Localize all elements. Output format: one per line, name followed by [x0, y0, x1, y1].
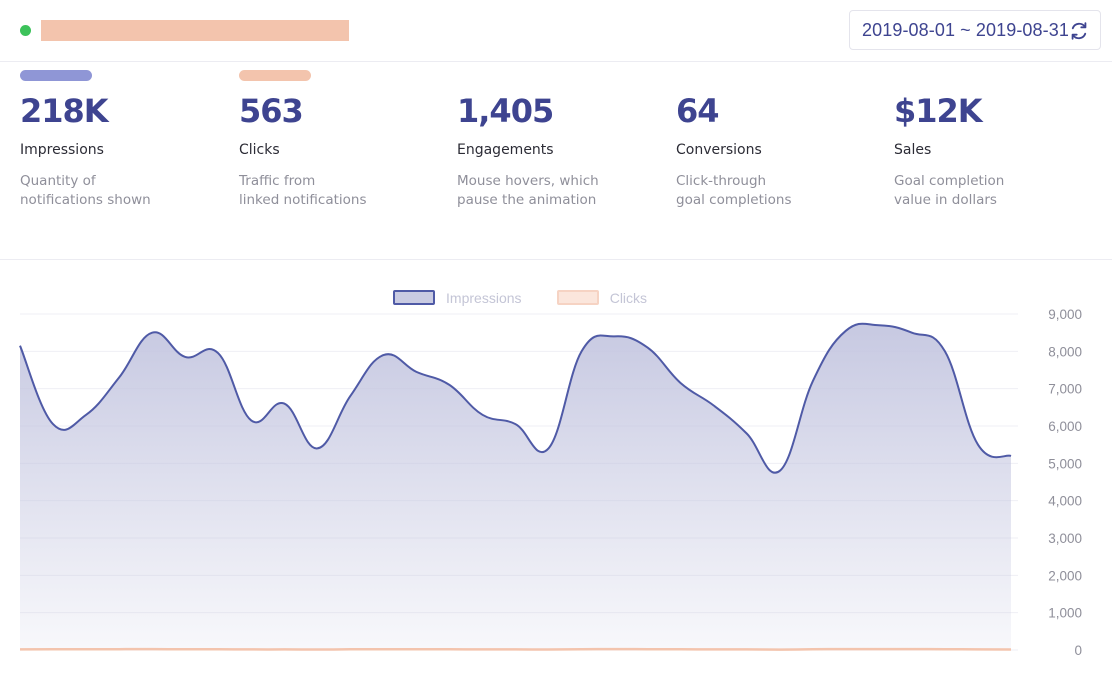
- series-area-impressions: [20, 323, 1011, 650]
- metric-value: $12K: [894, 92, 983, 130]
- metric-description: Goal completion value in dollars: [894, 173, 1005, 208]
- series-line-impressions: [19, 322, 1012, 474]
- metric-conversions: 64 Conversions Click-through goal comple…: [676, 62, 876, 260]
- metric-color-bar: [20, 70, 92, 81]
- y-tick-label: 2,000: [1048, 568, 1082, 583]
- series-line-clicks: [19, 647, 1012, 651]
- metrics-panel: 218K Impressions Quantity of notificatio…: [0, 62, 1112, 260]
- impressions-chart: 9,000 8,000 7,000 6,000 5,000 4,000 3,000 2,000…: [0, 261, 1112, 678]
- metric-value: 563: [239, 92, 304, 130]
- y-tick-label: 8,000: [1048, 344, 1082, 359]
- y-tick-label: 7,000: [1048, 382, 1082, 397]
- metric-label: Conversions: [676, 142, 762, 158]
- y-tick-label: 1,000: [1048, 606, 1082, 621]
- legend-swatch-impressions: [392, 290, 435, 305]
- y-tick-label: 9,000: [1048, 307, 1082, 322]
- y-tick-label: 6,000: [1048, 419, 1082, 434]
- legend-swatch-clicks: [556, 290, 599, 305]
- metric-label: Clicks: [239, 142, 280, 158]
- metric-label: Sales: [894, 142, 932, 158]
- metric-label: Engagements: [457, 142, 554, 158]
- chart-canvas: 9,000 8,000 7,000 6,000 5,000 4,000 3,000 2,000…: [19, 307, 1082, 658]
- legend-item-impressions[interactable]: Impressions: [392, 287, 522, 306]
- metric-color-bar: [239, 70, 311, 81]
- legend-label: Impressions: [446, 289, 522, 306]
- status-indicator: [20, 25, 31, 36]
- chart-legend: Impressions Clicks: [0, 287, 1040, 306]
- legend-label: Clicks: [609, 289, 648, 306]
- date-range-text: 2019-08-01 ~ 2019-08-31: [862, 20, 1069, 40]
- metric-clicks: 563 Clicks Traffic from linked notificat…: [239, 62, 439, 260]
- metric-sales: $12K Sales Goal completion value in doll…: [894, 62, 1094, 260]
- y-tick-label: 3,000: [1048, 531, 1082, 546]
- metric-value: 218K: [20, 92, 109, 130]
- metric-description: Mouse hovers, which pause the animation: [457, 173, 599, 208]
- metric-engagements: 1,405 Engagements Mouse hovers, which pa…: [457, 62, 657, 260]
- metric-description: Traffic from linked notifications: [239, 173, 367, 208]
- metric-description: Quantity of notifications shown: [20, 173, 151, 208]
- metric-value: 64: [676, 92, 720, 130]
- metric-impressions: 218K Impressions Quantity of notificatio…: [20, 62, 220, 260]
- y-tick-label: 0: [1074, 643, 1082, 658]
- metric-description: Click-through goal completions: [676, 173, 792, 208]
- refresh-icon[interactable]: [1068, 20, 1090, 42]
- metric-label: Impressions: [20, 142, 104, 158]
- y-tick-label: 5,000: [1048, 456, 1082, 471]
- metric-value: 1,405: [457, 92, 554, 130]
- title-placeholder-bar: [41, 20, 349, 41]
- y-tick-label: 4,000: [1048, 494, 1082, 509]
- dashboard-header: 2019-08-01 ~ 2019-08-31: [0, 0, 1112, 62]
- date-range-picker[interactable]: 2019-08-01 ~ 2019-08-31: [849, 10, 1101, 50]
- legend-item-clicks[interactable]: Clicks: [556, 287, 648, 306]
